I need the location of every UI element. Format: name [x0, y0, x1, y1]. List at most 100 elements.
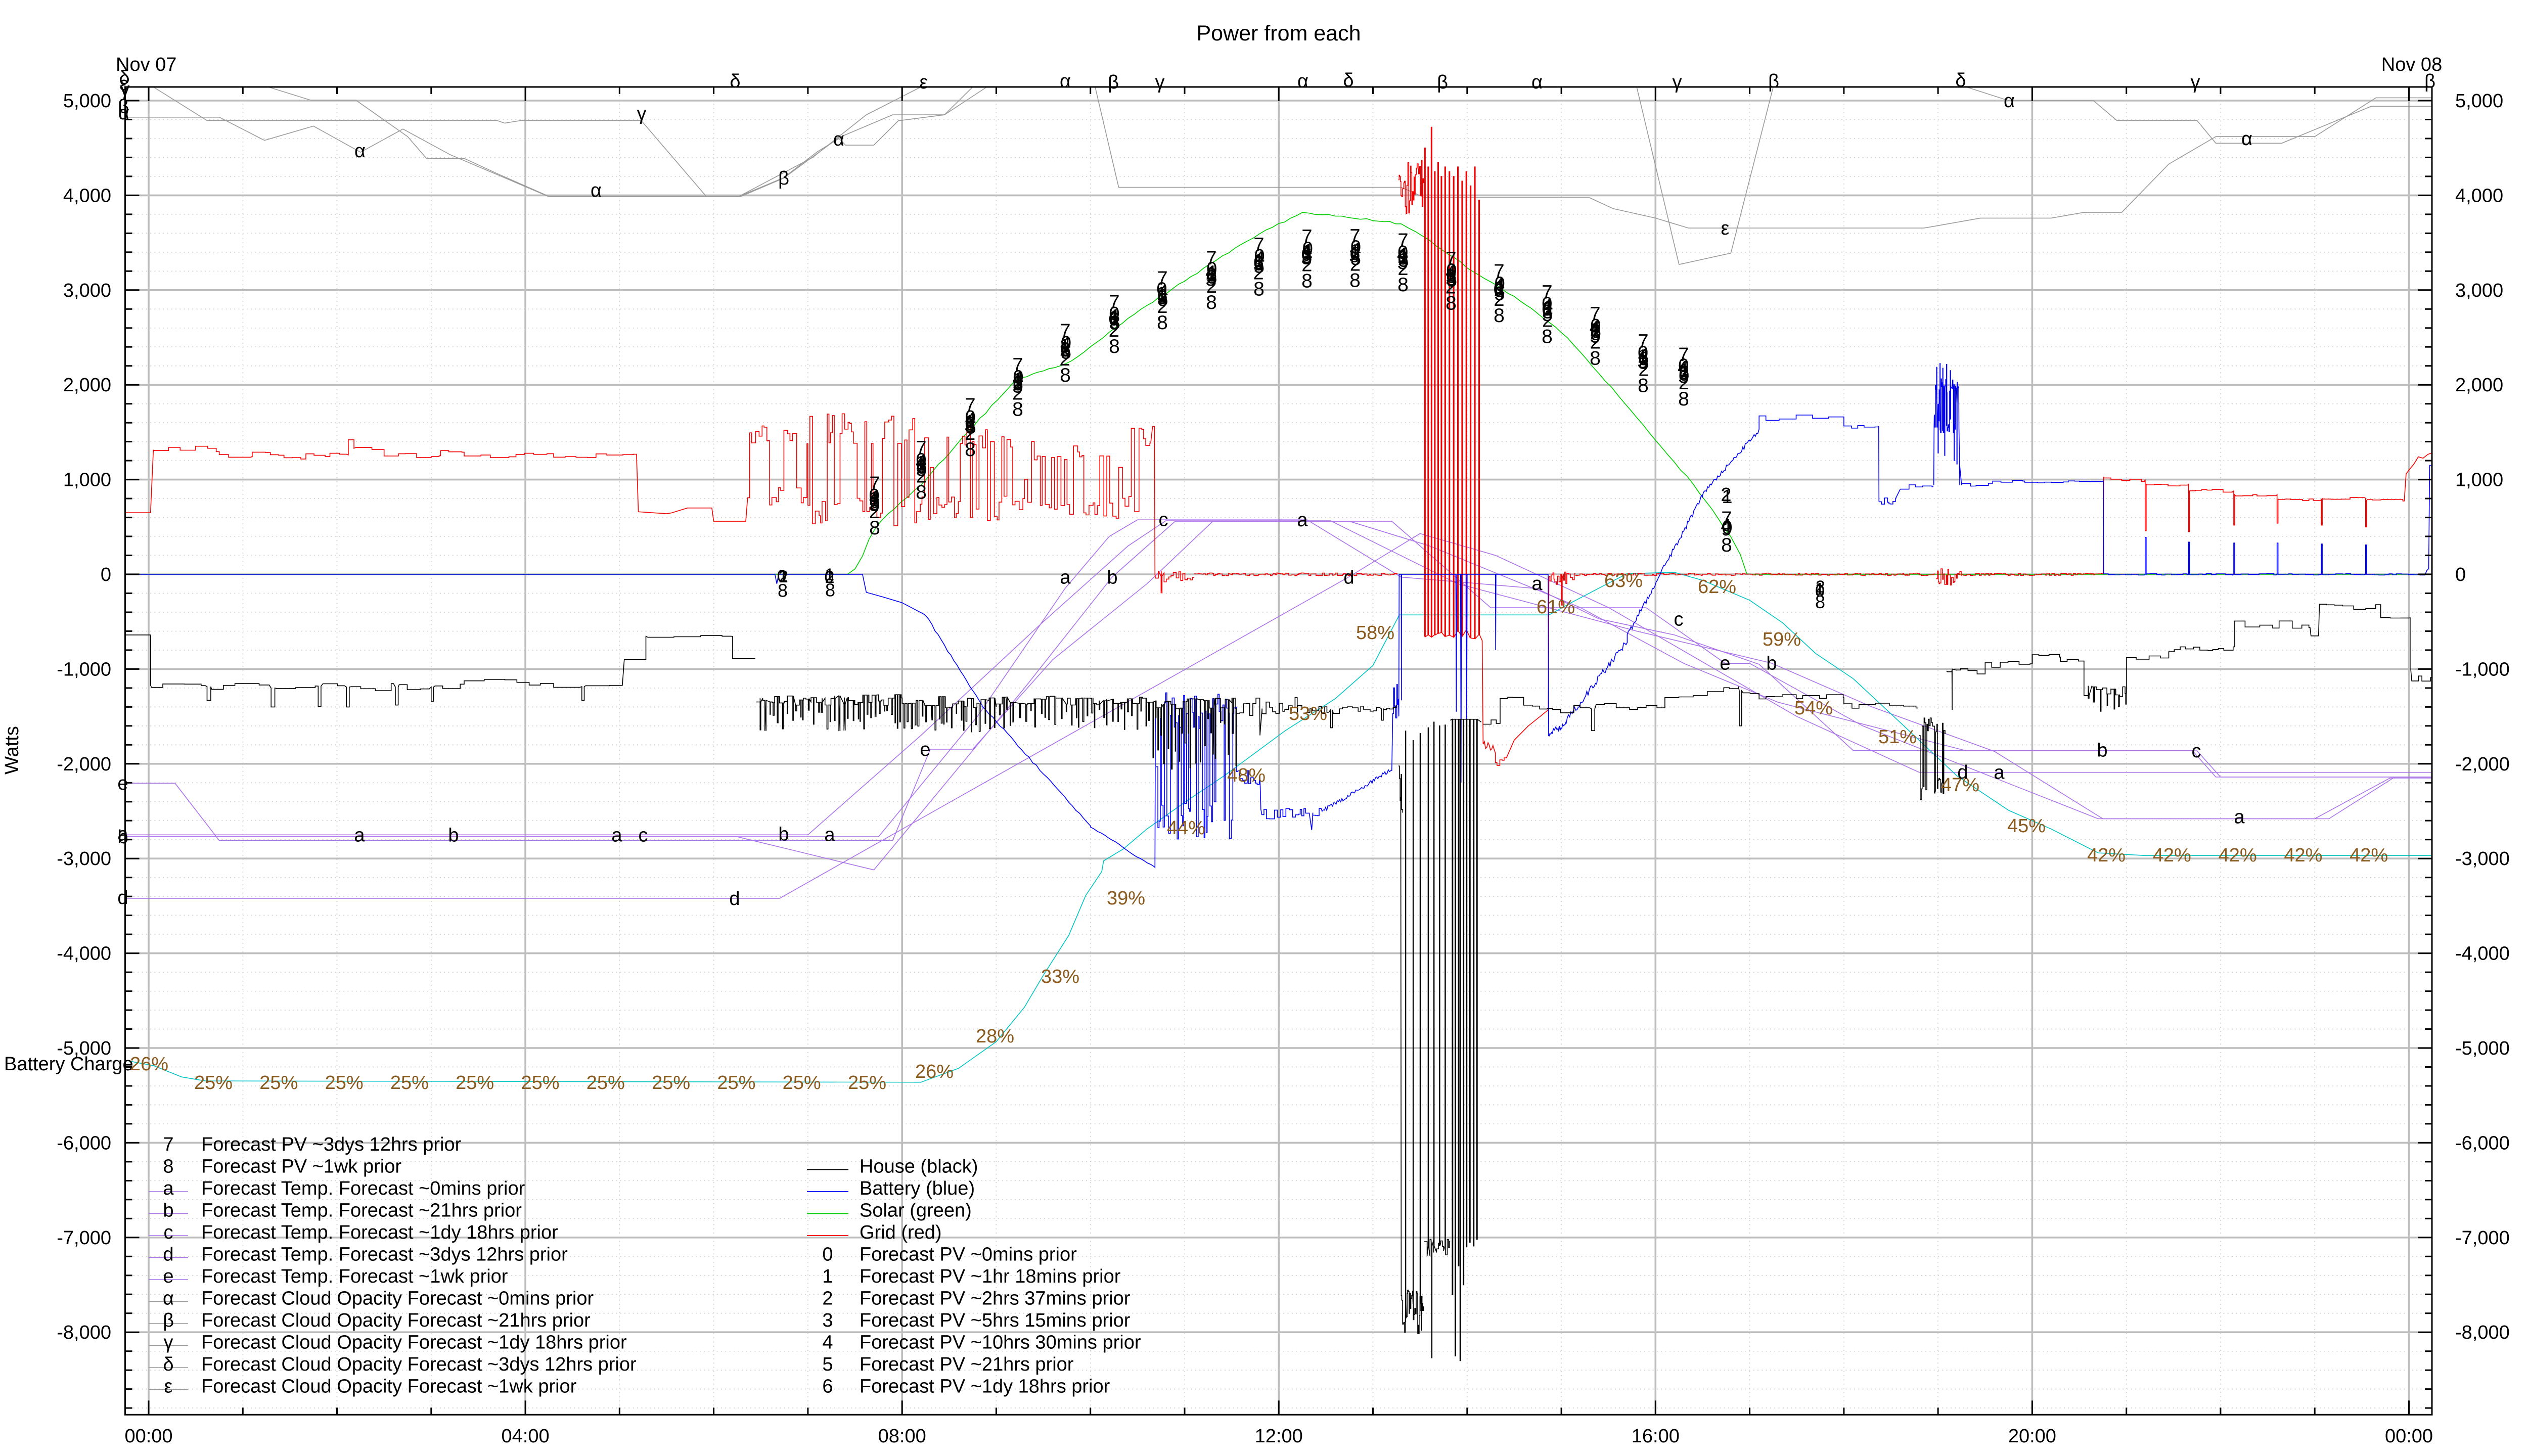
svg-text:1: 1	[1679, 360, 1690, 381]
svg-text:25%: 25%	[652, 1072, 690, 1094]
svg-text:Watts: Watts	[2, 726, 23, 775]
svg-text:4: 4	[869, 487, 880, 508]
svg-text:e: e	[1720, 653, 1730, 674]
svg-text:25%: 25%	[325, 1072, 364, 1094]
svg-text:8: 8	[1109, 336, 1120, 357]
svg-text:β: β	[118, 96, 129, 117]
svg-text:48%: 48%	[1227, 765, 1266, 786]
svg-text:5: 5	[1061, 342, 1071, 363]
svg-text:c: c	[1159, 510, 1168, 531]
svg-text:5: 5	[1350, 248, 1361, 269]
svg-text:8: 8	[163, 1156, 173, 1177]
svg-text:7: 7	[965, 395, 975, 416]
svg-text:3: 3	[964, 415, 975, 436]
svg-text:0: 0	[1542, 294, 1552, 315]
svg-text:53%: 53%	[1289, 703, 1327, 724]
svg-text:3: 3	[869, 493, 880, 514]
svg-text:-4,000: -4,000	[57, 943, 111, 965]
svg-text:0: 0	[1678, 355, 1689, 377]
svg-text:6: 6	[916, 456, 927, 477]
svg-text:4: 4	[1590, 317, 1600, 338]
svg-text:-2,000: -2,000	[2455, 754, 2510, 775]
svg-text:42%: 42%	[2153, 845, 2191, 866]
svg-text:25%: 25%	[717, 1072, 755, 1094]
svg-text:8: 8	[916, 482, 927, 504]
svg-text:2: 2	[822, 1288, 833, 1309]
svg-text:1: 1	[1445, 265, 1456, 286]
svg-text:8: 8	[1012, 399, 1023, 421]
svg-text:Forecast PV ~0mins prior: Forecast PV ~0mins prior	[860, 1244, 1077, 1265]
svg-text:8: 8	[1678, 388, 1689, 410]
svg-text:8: 8	[1815, 592, 1825, 612]
svg-text:42%: 42%	[2219, 845, 2257, 866]
svg-text:3,000: 3,000	[63, 280, 111, 301]
svg-text:4: 4	[1157, 282, 1168, 303]
svg-text:δ: δ	[730, 71, 740, 92]
svg-text:1,000: 1,000	[2455, 470, 2503, 491]
svg-text:0: 0	[965, 407, 976, 428]
svg-text:5: 5	[869, 494, 879, 516]
svg-text:1: 1	[1637, 346, 1648, 368]
svg-text:2: 2	[825, 568, 835, 587]
svg-text:0: 0	[1254, 246, 1265, 267]
svg-text:39%: 39%	[1107, 888, 1145, 909]
svg-text:5: 5	[822, 1354, 833, 1375]
svg-text:1: 1	[1495, 277, 1505, 298]
svg-text:ε: ε	[920, 72, 928, 93]
svg-text:2: 2	[1206, 276, 1217, 297]
svg-text:γ: γ	[1155, 72, 1165, 93]
svg-text:3: 3	[1110, 312, 1120, 333]
svg-text:b: b	[117, 827, 128, 848]
svg-text:2: 2	[1638, 359, 1649, 381]
svg-text:6: 6	[822, 1376, 833, 1397]
svg-text:7: 7	[1494, 261, 1504, 282]
svg-text:0: 0	[1495, 273, 1505, 294]
svg-text:-6,000: -6,000	[57, 1132, 111, 1154]
svg-text:γ: γ	[164, 1332, 173, 1353]
svg-text:4: 4	[1350, 240, 1361, 261]
svg-text:3: 3	[916, 457, 927, 478]
svg-text:8: 8	[1253, 279, 1265, 300]
svg-text:a: a	[1297, 510, 1308, 531]
svg-text:0: 0	[1156, 279, 1167, 300]
svg-text:α: α	[2004, 90, 2015, 112]
svg-text:7: 7	[163, 1134, 173, 1155]
svg-text:α: α	[2241, 128, 2252, 150]
svg-text:54%: 54%	[1794, 698, 1833, 719]
svg-text:1: 1	[1302, 241, 1313, 262]
svg-text:2,000: 2,000	[2455, 375, 2503, 396]
svg-text:α: α	[1297, 71, 1308, 92]
svg-text:2: 2	[869, 502, 880, 523]
svg-text:α: α	[1060, 71, 1071, 92]
svg-text:Grid (red): Grid (red)	[860, 1222, 942, 1243]
svg-text:8: 8	[1638, 375, 1649, 397]
svg-text:-4,000: -4,000	[2455, 943, 2510, 965]
svg-text:ε: ε	[164, 1376, 173, 1397]
svg-text:3: 3	[822, 1310, 833, 1331]
svg-text:1,000: 1,000	[63, 470, 111, 491]
svg-text:4: 4	[1205, 262, 1216, 283]
svg-text:6: 6	[1301, 244, 1312, 265]
svg-text:Forecast PV ~21hrs prior: Forecast PV ~21hrs prior	[860, 1354, 1074, 1375]
svg-text:8: 8	[1397, 274, 1409, 296]
svg-text:Forecast Temp. Forecast ~1dy 1: Forecast Temp. Forecast ~1dy 18hrs prior	[201, 1222, 558, 1243]
svg-text:7: 7	[1253, 235, 1264, 256]
svg-text:5: 5	[1542, 304, 1553, 326]
svg-text:6: 6	[1013, 372, 1023, 393]
svg-text:7: 7	[1060, 321, 1070, 342]
svg-text:00:00: 00:00	[2385, 1426, 2433, 1447]
svg-text:25%: 25%	[390, 1072, 429, 1094]
svg-text:1: 1	[778, 566, 788, 585]
svg-text:4: 4	[916, 452, 926, 473]
svg-text:0: 0	[1302, 239, 1313, 260]
svg-text:4: 4	[965, 410, 976, 431]
svg-text:45%: 45%	[2007, 815, 2046, 837]
svg-text:House (black): House (black)	[860, 1156, 978, 1177]
svg-text:4: 4	[1060, 334, 1071, 355]
svg-text:3,000: 3,000	[2455, 280, 2503, 301]
svg-text:0: 0	[1397, 242, 1408, 263]
svg-text:5: 5	[1157, 289, 1168, 310]
svg-text:4: 4	[1301, 241, 1312, 262]
svg-text:44%: 44%	[1167, 817, 1205, 839]
svg-text:-1,000: -1,000	[2455, 659, 2510, 680]
